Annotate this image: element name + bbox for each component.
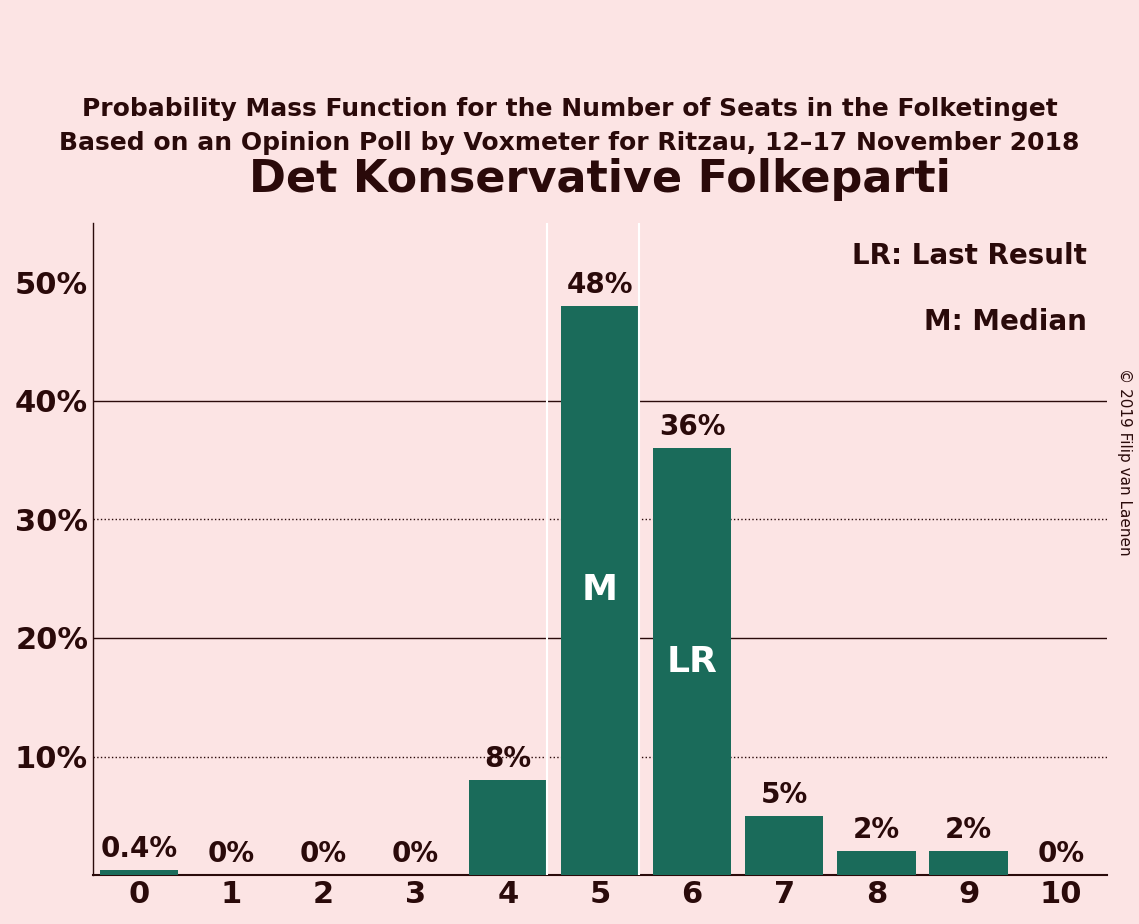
Bar	[560, 306, 639, 875]
Text: 0%: 0%	[207, 840, 255, 868]
Text: Probability Mass Function for the Number of Seats in the Folketinget: Probability Mass Function for the Number…	[82, 97, 1057, 121]
Text: © 2019 Filip van Laenen: © 2019 Filip van Laenen	[1116, 368, 1132, 556]
Bar	[745, 816, 823, 875]
Bar	[837, 851, 916, 875]
Text: LR: LR	[666, 645, 718, 678]
Text: LR: Last Result: LR: Last Result	[852, 242, 1087, 271]
Text: M: M	[582, 574, 618, 607]
Text: 8%: 8%	[484, 745, 531, 773]
Text: Based on an Opinion Poll by Voxmeter for Ritzau, 12–17 November 2018: Based on an Opinion Poll by Voxmeter for…	[59, 131, 1080, 155]
Text: 0%: 0%	[392, 840, 440, 868]
Text: 0%: 0%	[300, 840, 347, 868]
Text: M: Median: M: Median	[924, 308, 1087, 335]
Text: 2%: 2%	[945, 816, 992, 845]
Bar	[929, 851, 1008, 875]
Bar	[100, 870, 178, 875]
Text: 5%: 5%	[761, 781, 808, 808]
Text: 36%: 36%	[658, 413, 726, 441]
Bar	[653, 448, 731, 875]
Title: Det Konservative Folkeparti: Det Konservative Folkeparti	[249, 158, 951, 201]
Text: 2%: 2%	[853, 816, 900, 845]
Text: 48%: 48%	[567, 271, 633, 298]
Bar	[468, 780, 547, 875]
Text: 0%: 0%	[1038, 840, 1084, 868]
Text: 0.4%: 0.4%	[100, 835, 178, 863]
